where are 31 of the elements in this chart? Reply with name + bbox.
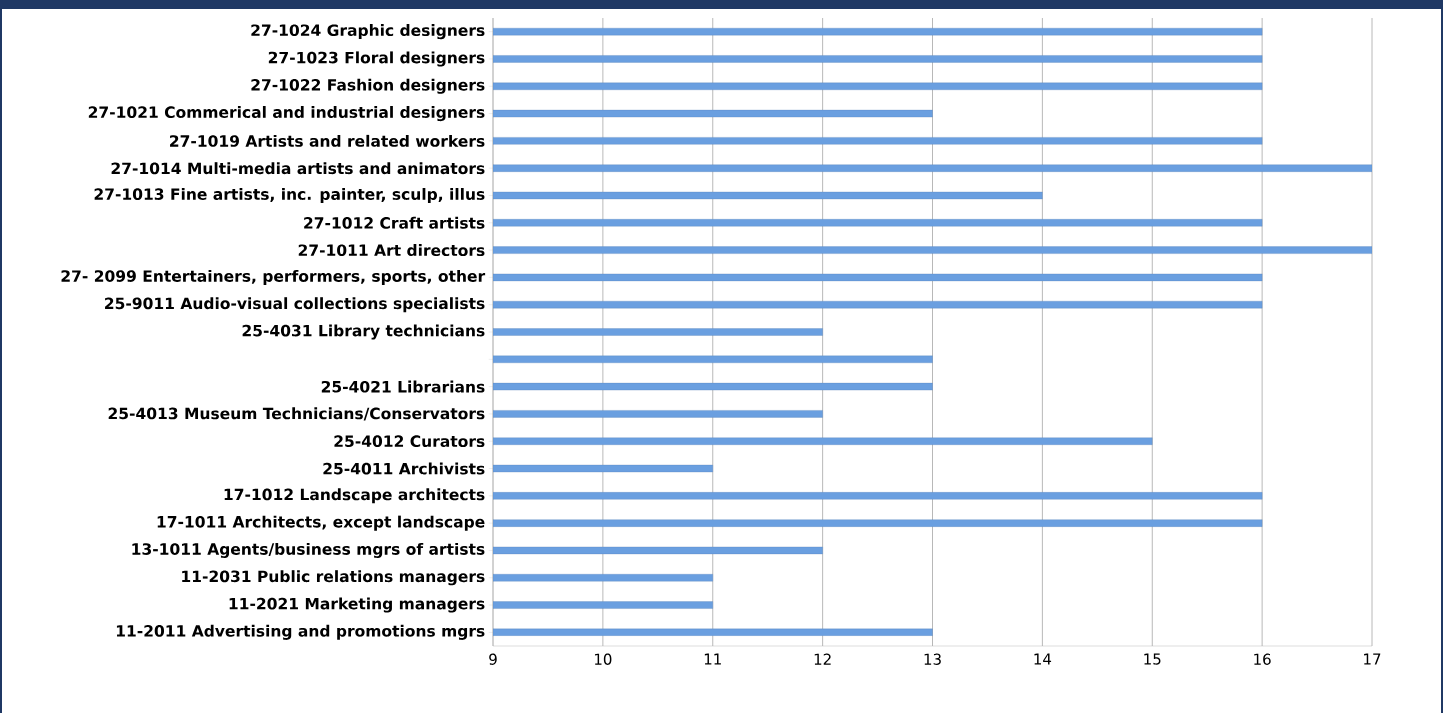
x-tick-label: 9 — [489, 653, 497, 665]
y-tick-label: 27-1023 Floral designers — [268, 51, 485, 67]
y-tick-label: 27-1011 Art directors — [298, 244, 485, 257]
y-tick-label: 11-2011 Advertising and promotions mgrs — [116, 624, 485, 640]
y-tick-label: 27-1013 Fine artists, inc. painter, sculp, illus — [94, 187, 485, 203]
y-tick-label: 27- 2099 Entertainers, performers, sports, other — [61, 269, 486, 285]
y-tick-label: 13-1011 Agents/business mgrs of artists — [132, 542, 485, 558]
y-tick-label: 11-2021 Marketing managers — [229, 597, 485, 613]
x-tick-label: 17 — [1364, 653, 1381, 665]
y-tick-label: 27-1019 Artists and related workers — [170, 134, 485, 147]
y-tick-label: 25-9011 Audio-visual collections specialists — [105, 297, 485, 313]
y-tick-label: 25-4013 Museum Technicians/Conservators — [108, 407, 485, 421]
y-tick-label: 27-1012 Craft artists — [304, 216, 485, 229]
y-tick-label: 17-1012 Landscape architects — [224, 488, 485, 504]
x-tick-label: 15 — [1144, 653, 1161, 665]
y-tick-label: 17-1011 Architects, except landscape — [157, 515, 485, 531]
x-tick-label: 10 — [594, 653, 612, 665]
y-tick-label: 27-1014 Multi-media artists and animators — [111, 162, 485, 175]
y-tick-label: 25-4031 Library technicians — [242, 324, 485, 340]
x-tick-label: 14 — [1034, 653, 1052, 665]
y-tick-label: 25-4011 Archivists — [323, 462, 485, 475]
y-tick-label: 27-1022 Fashion designers — [251, 78, 485, 94]
y-tick-label: 11-2031 Public relations managers — [182, 570, 485, 586]
y-tick-label: 25-4021 Librarians — [321, 380, 485, 393]
x-tick-label: 12 — [814, 653, 831, 665]
x-tick-label: 11 — [704, 653, 721, 665]
y-tick-label: 27-1024 Graphic designers — [251, 24, 485, 40]
x-tick-label: 13 — [924, 653, 941, 665]
y-tick-label: 25-4012 Curators — [334, 435, 485, 448]
y-tick-label: 27-1021 Commerical and industrial designers — [88, 106, 485, 122]
x-tick-label: 16 — [1254, 653, 1271, 665]
